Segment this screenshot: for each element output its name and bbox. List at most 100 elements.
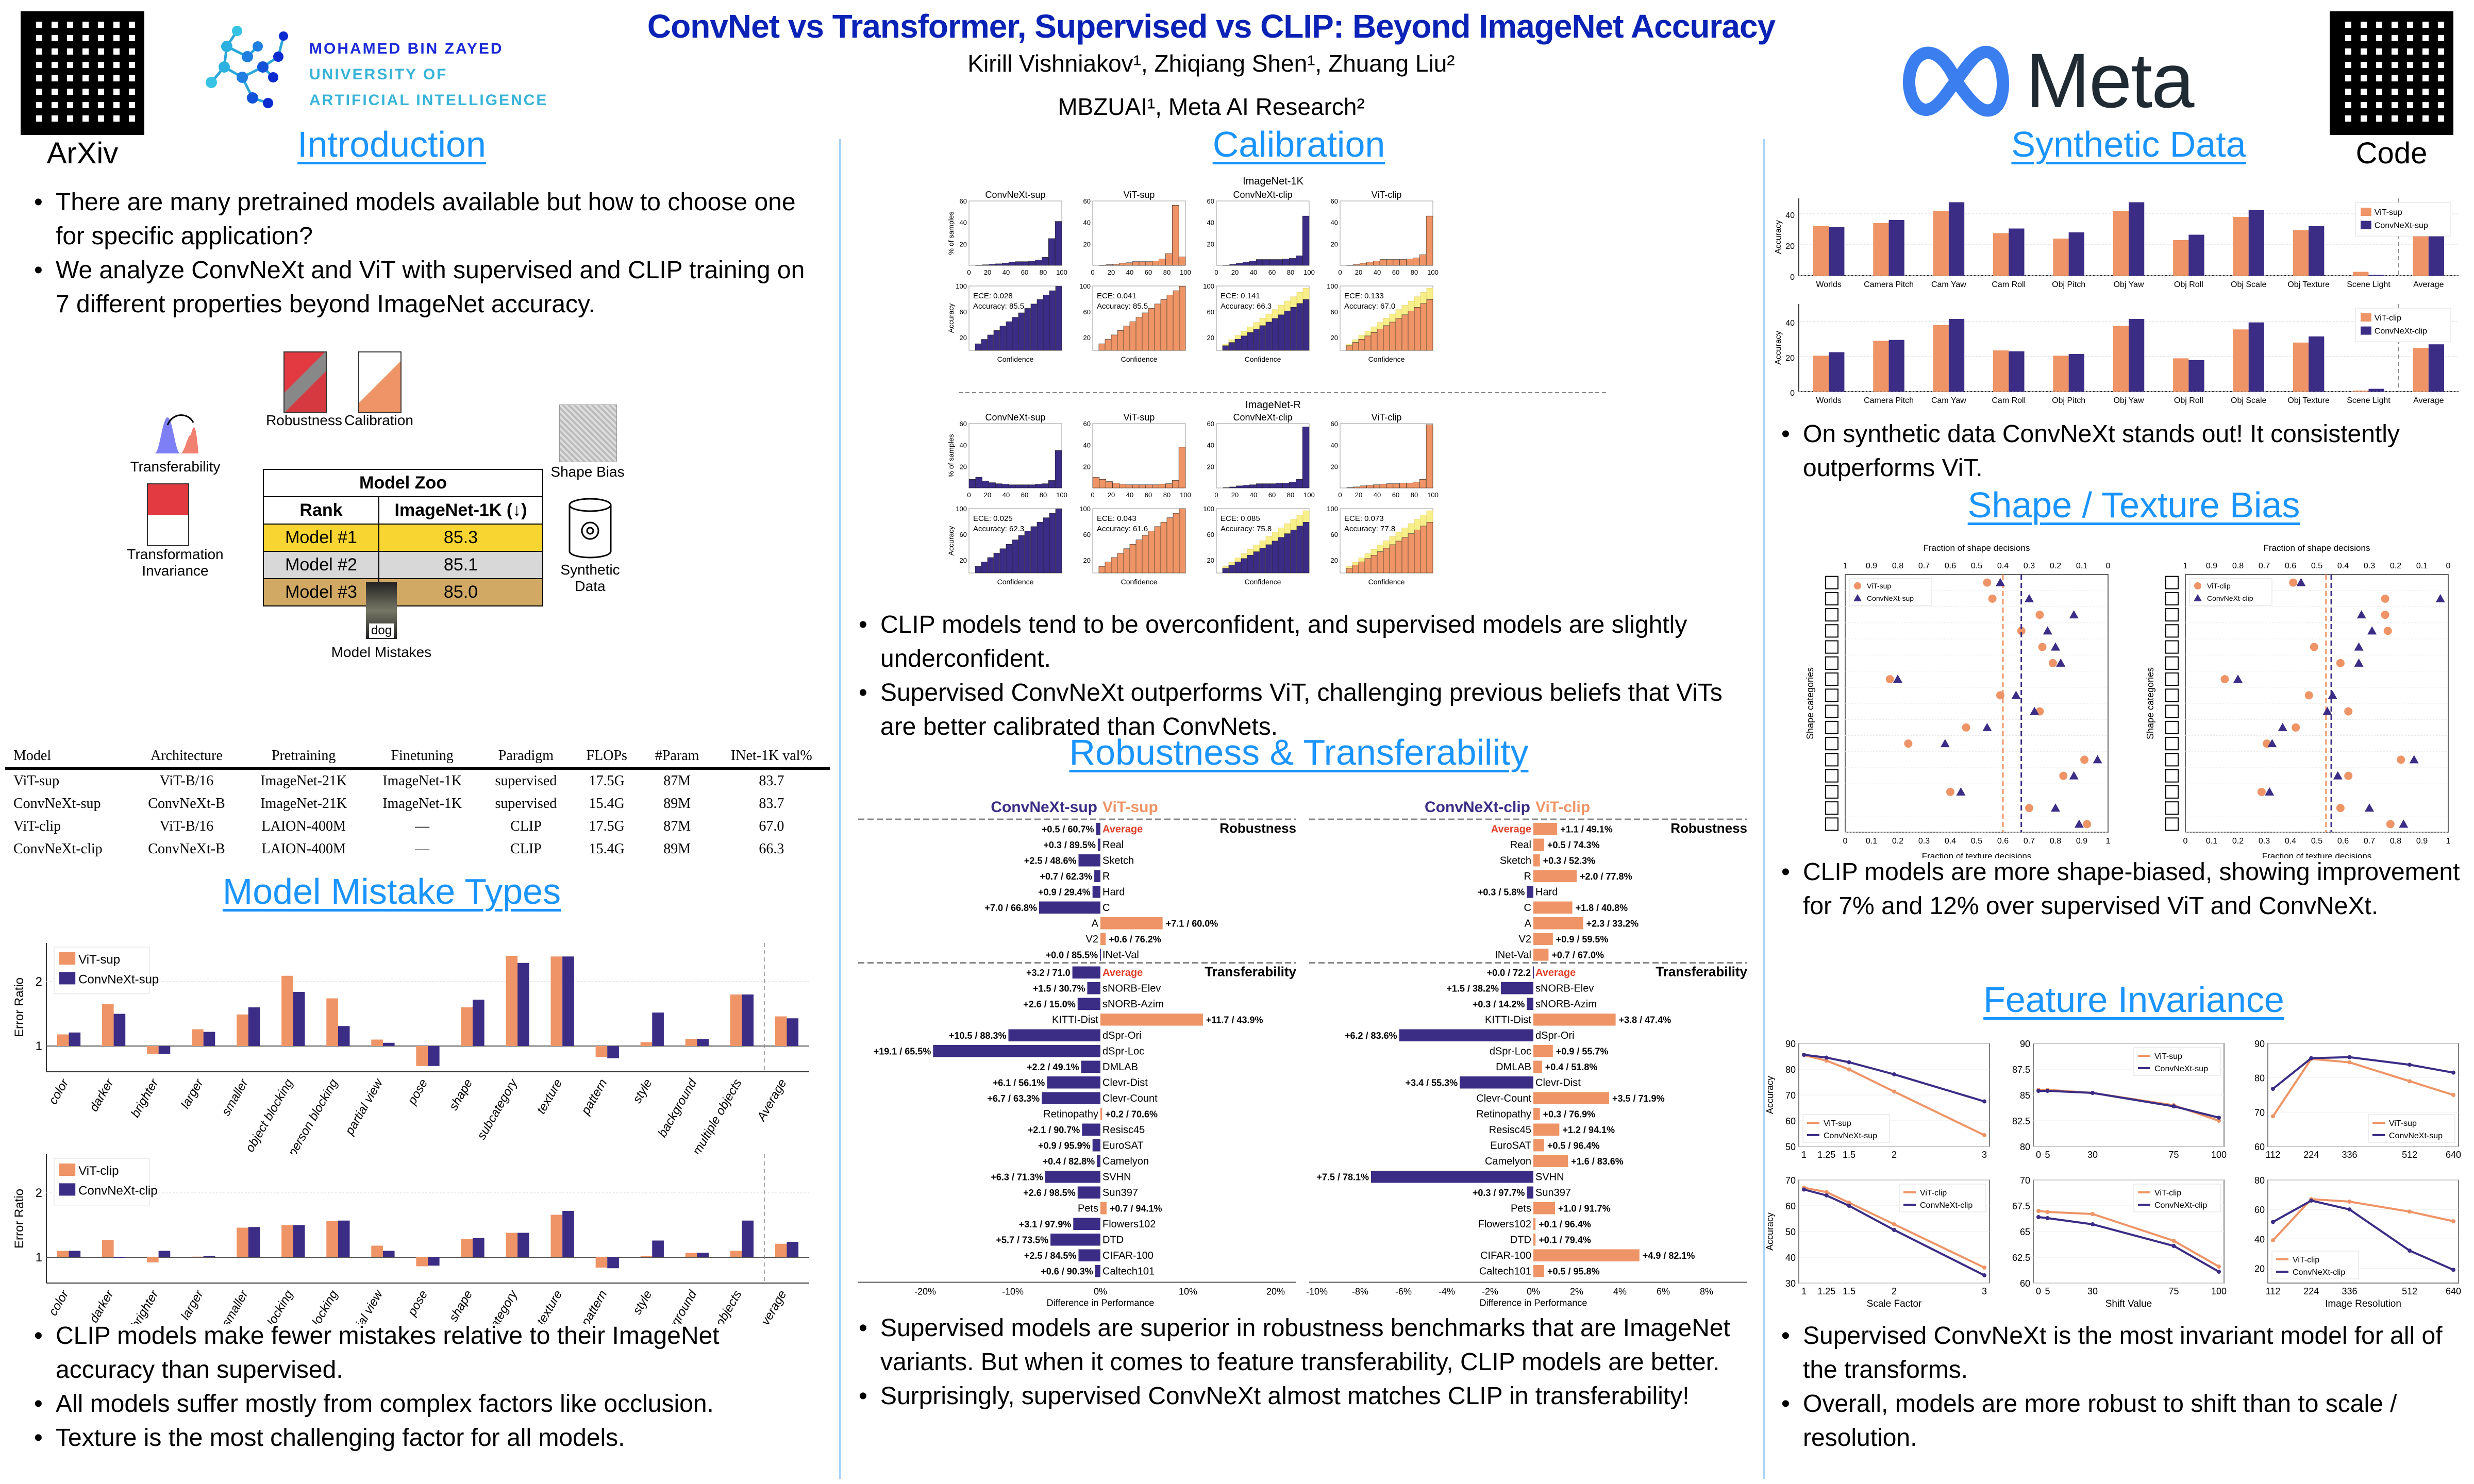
dataset-label: Average <box>1491 824 1531 835</box>
y-tick-label: 2 <box>36 1186 42 1200</box>
code-qr-code[interactable] <box>2330 11 2453 135</box>
diff-bar <box>1533 1202 1555 1215</box>
legend-label: ViT-sup <box>2375 208 2402 217</box>
data-point-convnext-sup <box>2069 610 2079 619</box>
dataset-label: A <box>1525 918 1532 930</box>
accuracy-bar <box>1259 548 1266 574</box>
top-tick-label: 0.3 <box>2024 562 2035 570</box>
car-category-icon <box>2165 720 2179 734</box>
accuracy-bar <box>1154 303 1161 351</box>
accuracy-bar <box>1259 325 1266 351</box>
diff-bar <box>1039 901 1100 914</box>
line-point <box>1847 1060 1851 1065</box>
line-point <box>2217 1119 2221 1123</box>
value-label: +2.0 / 77.8% <box>1580 871 1632 882</box>
diff-bar <box>1533 1265 1544 1277</box>
data-point-convnext-sup <box>2093 755 2102 764</box>
accuracy-label: Accuracy: 77.8 <box>1344 525 1395 533</box>
diff-bar <box>1100 1014 1203 1026</box>
x-tick-label: 40 <box>1126 268 1133 276</box>
value-label: +1.1 / 49.1% <box>1560 824 1613 835</box>
bar-convnext-sup <box>69 1032 81 1046</box>
x-tick-label: 40 <box>1250 268 1257 276</box>
accuracy-label: Accuracy: 61.6 <box>1097 525 1148 533</box>
x-tick-label: 0 <box>2036 1286 2041 1296</box>
x-tick-label: 1 <box>2106 837 2111 846</box>
y-tick-label: 40 <box>960 219 967 227</box>
transformation-invariance-label: Transformation Invariance <box>127 546 224 579</box>
ece-label: ECE: 0.043 <box>1097 514 1136 523</box>
accuracy-bar <box>1018 535 1025 574</box>
hist-bar <box>1413 258 1420 266</box>
y-tick-label: 20 <box>1083 463 1091 470</box>
diff-bar <box>1533 917 1583 930</box>
x-tick-label: 60 <box>1392 491 1399 499</box>
line-point <box>1982 1273 1986 1277</box>
bar-convnext-clip <box>1888 340 1904 392</box>
accuracy-bar <box>1408 311 1415 351</box>
bar-convnext-clip <box>2368 389 2384 392</box>
value-label: +2.5 / 48.6% <box>1024 856 1077 866</box>
hist-bar <box>1159 484 1166 488</box>
x-tick-label: 0.4 <box>2285 837 2296 846</box>
diff-bar <box>1072 966 1100 979</box>
hist-bar <box>1112 264 1119 266</box>
bar-vit-clip <box>1933 325 1949 392</box>
y-tick-label: 60 <box>1331 531 1338 538</box>
dataset-label: SVHN <box>1535 1172 1564 1183</box>
x-tick-label: 80 <box>1040 268 1047 276</box>
diff-bar <box>1533 1218 1536 1230</box>
dataset-label: Sun397 <box>1102 1187 1138 1199</box>
data-point-convnext-clip <box>2409 755 2419 764</box>
accuracy-bar <box>1055 509 1062 574</box>
value-label: +6.2 / 83.6% <box>1345 1031 1397 1041</box>
hist-bar <box>1152 484 1159 488</box>
accuracy-bar <box>1179 509 1186 574</box>
x-tick-label: -20% <box>914 1287 936 1297</box>
hist-bar <box>1172 480 1179 488</box>
y-tick-label: 20 <box>1083 240 1091 248</box>
transferability-label: Transferability <box>130 459 221 475</box>
y-tick-label: 60 <box>1331 420 1338 428</box>
hist-bar <box>1125 262 1133 266</box>
legend-marker <box>1853 594 1862 601</box>
accuracy-bar <box>1173 290 1180 351</box>
value-label: +2.3 / 33.2% <box>1586 919 1639 929</box>
accuracy-bar <box>1401 314 1409 351</box>
diff-bar <box>1100 1108 1102 1120</box>
x-tick-label: 3 <box>1982 1150 1987 1160</box>
y-tick-label: 100 <box>1203 505 1214 513</box>
ece-label: ECE: 0.041 <box>1097 292 1136 300</box>
column-divider-1 <box>839 139 841 1479</box>
arxiv-qr-code[interactable] <box>21 11 144 135</box>
y-tick-label: 50 <box>1785 1227 1796 1237</box>
y-tick-label: 100 <box>1079 282 1091 290</box>
accuracy-bar <box>993 330 1000 351</box>
hist-bar <box>1132 261 1140 266</box>
y-axis-label: Accuracy <box>1765 1212 1775 1251</box>
diff-bar <box>1533 1123 1560 1136</box>
bar-convnext-sup <box>517 963 529 1046</box>
y-tick-label: 100 <box>956 505 967 513</box>
accuracy-bar <box>1228 565 1235 574</box>
bar-vit-sup <box>2353 272 2369 276</box>
ece-label: ECE: 0.133 <box>1344 292 1384 300</box>
x-axis-label: Confidence <box>1245 578 1281 586</box>
data-point-convnext-sup <box>2030 706 2040 715</box>
data-point-convnext-clip <box>2399 819 2409 828</box>
data-point-convnext-clip <box>2365 803 2374 812</box>
x-tick-label: partial view <box>342 1076 386 1138</box>
table-row: ViT-sup ViT-B/16 ImageNet-21K ImageNet-1K su… <box>5 769 830 793</box>
y-axis-label: Error Ratio <box>12 1189 26 1249</box>
diff-bar <box>1092 886 1100 898</box>
diff-bar <box>1533 1249 1640 1261</box>
diff-bar <box>1533 823 1558 835</box>
x-axis-label: Difference in Performance <box>1047 1298 1155 1308</box>
hist-bar <box>1366 262 1374 266</box>
dataset-label: dSpr-Ori <box>1535 1030 1575 1041</box>
diff-bar <box>1094 870 1100 882</box>
legend-label: ViT-sup <box>78 953 120 967</box>
dataset-label: sNORB-Elev <box>1102 983 1161 994</box>
line-point <box>1892 1228 1896 1232</box>
x-tick-label: 60 <box>1268 268 1276 276</box>
